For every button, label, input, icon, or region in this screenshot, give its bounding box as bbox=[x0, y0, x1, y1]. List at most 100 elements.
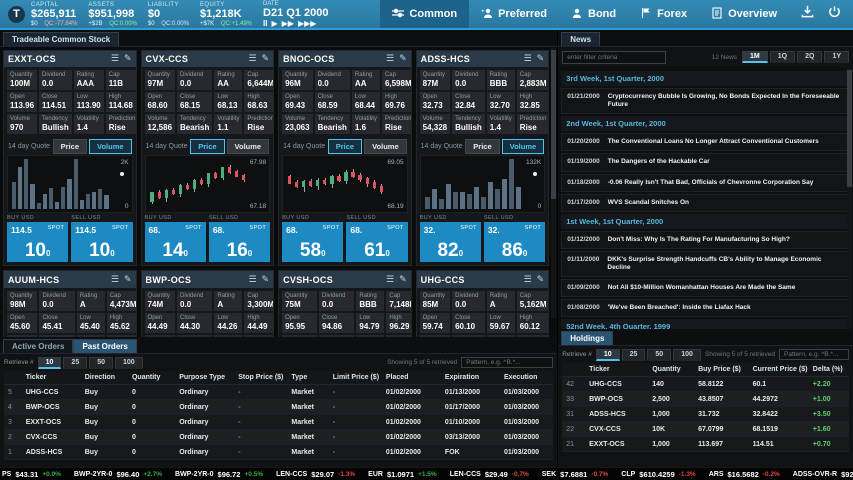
top-nav-tab-bond[interactable]: Bond bbox=[559, 0, 628, 28]
orders-pattern-input[interactable] bbox=[461, 357, 554, 368]
top-nav-tab-common[interactable]: Common bbox=[380, 0, 470, 28]
top-nav-tab-overview[interactable]: Overview bbox=[699, 0, 789, 28]
menu-icon[interactable]: ☰ bbox=[248, 53, 257, 64]
news-range-1m[interactable]: 1M bbox=[742, 51, 768, 63]
playback-control[interactable]: ▶▶ bbox=[281, 18, 294, 28]
stock-card-header[interactable]: ADSS-HCS ☰ ✎ bbox=[416, 51, 549, 67]
table-row[interactable]: 22 CVX-CCS 10K 67.0799 68.1519 +1.60 bbox=[562, 421, 849, 437]
tab-active-orders[interactable]: Active Orders bbox=[3, 339, 74, 353]
menu-icon[interactable]: ☰ bbox=[386, 274, 395, 284]
edit-icon[interactable]: ✎ bbox=[536, 274, 545, 284]
menu-icon[interactable]: ☰ bbox=[523, 274, 532, 284]
menu-icon[interactable]: ☰ bbox=[386, 53, 395, 64]
holdings-pattern-input[interactable] bbox=[779, 349, 849, 360]
holdings-retrieve-50[interactable]: 50 bbox=[647, 348, 672, 361]
orders-retrieve-25[interactable]: 25 bbox=[63, 356, 88, 369]
column-header[interactable]: Direction bbox=[80, 371, 128, 385]
sell-button[interactable]: 68. SPOT 160 bbox=[208, 222, 271, 262]
news-item[interactable]: 01/20/2000 The Conventional Loans No Lon… bbox=[561, 133, 850, 152]
stock-card-header[interactable]: CVSH-OCS ☰ ✎ bbox=[279, 271, 411, 288]
column-header[interactable]: Limit Price ($) bbox=[328, 371, 382, 385]
column-header[interactable]: Buy Price ($) bbox=[694, 363, 749, 377]
volume-tab[interactable]: Volume bbox=[89, 138, 132, 154]
stock-card-header[interactable]: CVX-CCS ☰ ✎ bbox=[141, 51, 274, 67]
stock-card-header[interactable]: BNOC-OCS ☰ ✎ bbox=[279, 51, 411, 67]
tab-past-orders[interactable]: Past Orders bbox=[73, 339, 137, 353]
price-tab[interactable]: Price bbox=[52, 138, 87, 154]
column-header[interactable]: Placed bbox=[381, 371, 441, 385]
playback-control[interactable]: II bbox=[263, 18, 268, 28]
menu-icon[interactable]: ☰ bbox=[110, 53, 119, 64]
column-header[interactable]: Quantity bbox=[127, 371, 176, 385]
orders-retrieve-50[interactable]: 50 bbox=[89, 356, 114, 369]
table-row[interactable]: 5 UHG-CCS Buy 0 Ordinary - Market -01/02/2000 01… bbox=[4, 384, 554, 400]
news-item[interactable]: 01/08/2000 'We've Been Breached': Inside… bbox=[561, 299, 850, 318]
table-row[interactable]: 42 UHG-CCS 140 58.8122 60.1 +2.20 bbox=[562, 376, 849, 392]
column-header[interactable]: Purpose Type bbox=[175, 371, 235, 385]
stock-card-header[interactable]: AUUM-HCS ☰ ✎ bbox=[4, 271, 136, 288]
table-row[interactable]: 3 EXXT-OCS Buy 0 Ordinary - Market -01/02/2000 0… bbox=[4, 414, 554, 430]
column-header[interactable]: Stop Price ($) bbox=[234, 371, 288, 385]
column-header[interactable]: Delta (%) bbox=[808, 363, 849, 377]
news-item[interactable]: 01/18/2000 -0.06 Really Isn't That Bad, … bbox=[561, 173, 850, 192]
price-tab[interactable]: Price bbox=[327, 138, 363, 154]
news-filter-input[interactable] bbox=[562, 50, 667, 64]
menu-icon[interactable]: ☰ bbox=[523, 53, 532, 64]
cards-scrollbar[interactable] bbox=[551, 48, 557, 318]
column-header[interactable]: Quantity bbox=[648, 363, 695, 377]
edit-icon[interactable]: ✎ bbox=[124, 53, 132, 64]
stock-card-header[interactable]: UHG-CCS ☰ ✎ bbox=[416, 271, 549, 288]
buy-button[interactable]: 68. SPOT 140 bbox=[144, 222, 206, 262]
table-row[interactable]: 31 ADSS-HCS 1,000 31.732 32.8422 +3.50 bbox=[562, 406, 849, 422]
news-item[interactable]: 01/12/2000 Don't Miss: Why Is The Rating… bbox=[561, 230, 850, 249]
orders-retrieve-100[interactable]: 100 bbox=[115, 356, 143, 369]
holdings-retrieve-10[interactable]: 10 bbox=[595, 348, 620, 361]
table-row[interactable]: 33 BWP-OCS 2,500 43.8507 44.2972 +1.00 bbox=[562, 391, 849, 407]
holdings-retrieve-100[interactable]: 100 bbox=[673, 348, 701, 361]
news-item[interactable]: 01/11/2000 DKK's Surprise Strength Handc… bbox=[561, 250, 850, 278]
stock-card-header[interactable]: BWP-OCS ☰ ✎ bbox=[141, 271, 274, 288]
power-icon[interactable] bbox=[828, 5, 841, 23]
stock-card-header[interactable]: EXXT-OCS ☰ ✎ bbox=[4, 51, 136, 67]
news-range-2q[interactable]: 2Q bbox=[797, 51, 823, 63]
playback-control[interactable]: ▶ bbox=[271, 18, 278, 28]
column-header[interactable]: Type bbox=[287, 371, 329, 385]
playback-control[interactable]: ▶▶▶ bbox=[297, 18, 317, 28]
top-nav-tab-preferred[interactable]: Preferred bbox=[469, 0, 559, 28]
price-tab[interactable]: Price bbox=[465, 138, 500, 154]
edit-icon[interactable]: ✎ bbox=[536, 53, 545, 64]
news-range-1q[interactable]: 1Q bbox=[769, 51, 796, 63]
volume-tab[interactable]: Volume bbox=[226, 138, 270, 154]
table-row[interactable]: 2 CVX-CCS Buy 0 Ordinary - Market -01/02/2000 03… bbox=[4, 429, 554, 445]
volume-tab[interactable]: Volume bbox=[364, 138, 407, 154]
sell-button[interactable]: 114.5 SPOT 100 bbox=[71, 222, 133, 262]
edit-icon[interactable]: ✎ bbox=[399, 53, 407, 64]
edit-icon[interactable]: ✎ bbox=[399, 274, 407, 284]
tab-news[interactable]: News bbox=[561, 32, 601, 46]
news-item[interactable]: 01/09/2000 Not All $10-Million Womanhatt… bbox=[561, 279, 850, 298]
news-item[interactable]: 01/19/2000 The Dangers of the Hackable C… bbox=[561, 153, 850, 172]
news-scrollbar[interactable] bbox=[847, 68, 852, 328]
column-header[interactable]: Execution bbox=[499, 371, 554, 385]
edit-icon[interactable]: ✎ bbox=[261, 274, 270, 284]
menu-icon[interactable]: ☰ bbox=[248, 274, 257, 284]
top-nav-tab-forex[interactable]: Forex bbox=[628, 0, 699, 28]
news-item[interactable]: 01/17/2000 WVS Scandal Snitches On bbox=[561, 193, 850, 212]
column-header[interactable]: Ticker bbox=[585, 363, 649, 377]
buy-button[interactable]: 68. SPOT 580 bbox=[282, 222, 344, 262]
table-row[interactable]: 1 ADSS-HCS Buy 0 Ordinary - Market -01/02/2000 F… bbox=[4, 444, 554, 460]
tab-tradeable-common-stock[interactable]: Tradeable Common Stock bbox=[3, 32, 120, 46]
orders-retrieve-10[interactable]: 10 bbox=[37, 356, 62, 369]
news-item[interactable]: 01/21/2000 Cryptocurrency Bubble Is Grow… bbox=[561, 88, 850, 115]
tab-holdings[interactable]: Holdings bbox=[561, 331, 614, 345]
price-tab[interactable]: Price bbox=[190, 138, 225, 154]
edit-icon[interactable]: ✎ bbox=[261, 53, 270, 64]
buy-button[interactable]: 114.5 SPOT 100 bbox=[7, 222, 69, 262]
edit-icon[interactable]: ✎ bbox=[124, 274, 132, 284]
column-header[interactable]: Ticker bbox=[21, 371, 81, 385]
column-header[interactable]: Current Price ($) bbox=[748, 363, 809, 377]
holdings-retrieve-25[interactable]: 25 bbox=[621, 348, 646, 361]
menu-icon[interactable]: ☰ bbox=[110, 274, 119, 284]
column-header[interactable]: Expiration bbox=[440, 371, 500, 385]
table-row[interactable]: 4 BWP-OCS Buy 0 Ordinary - Market -01/02/2000 01… bbox=[4, 399, 554, 415]
